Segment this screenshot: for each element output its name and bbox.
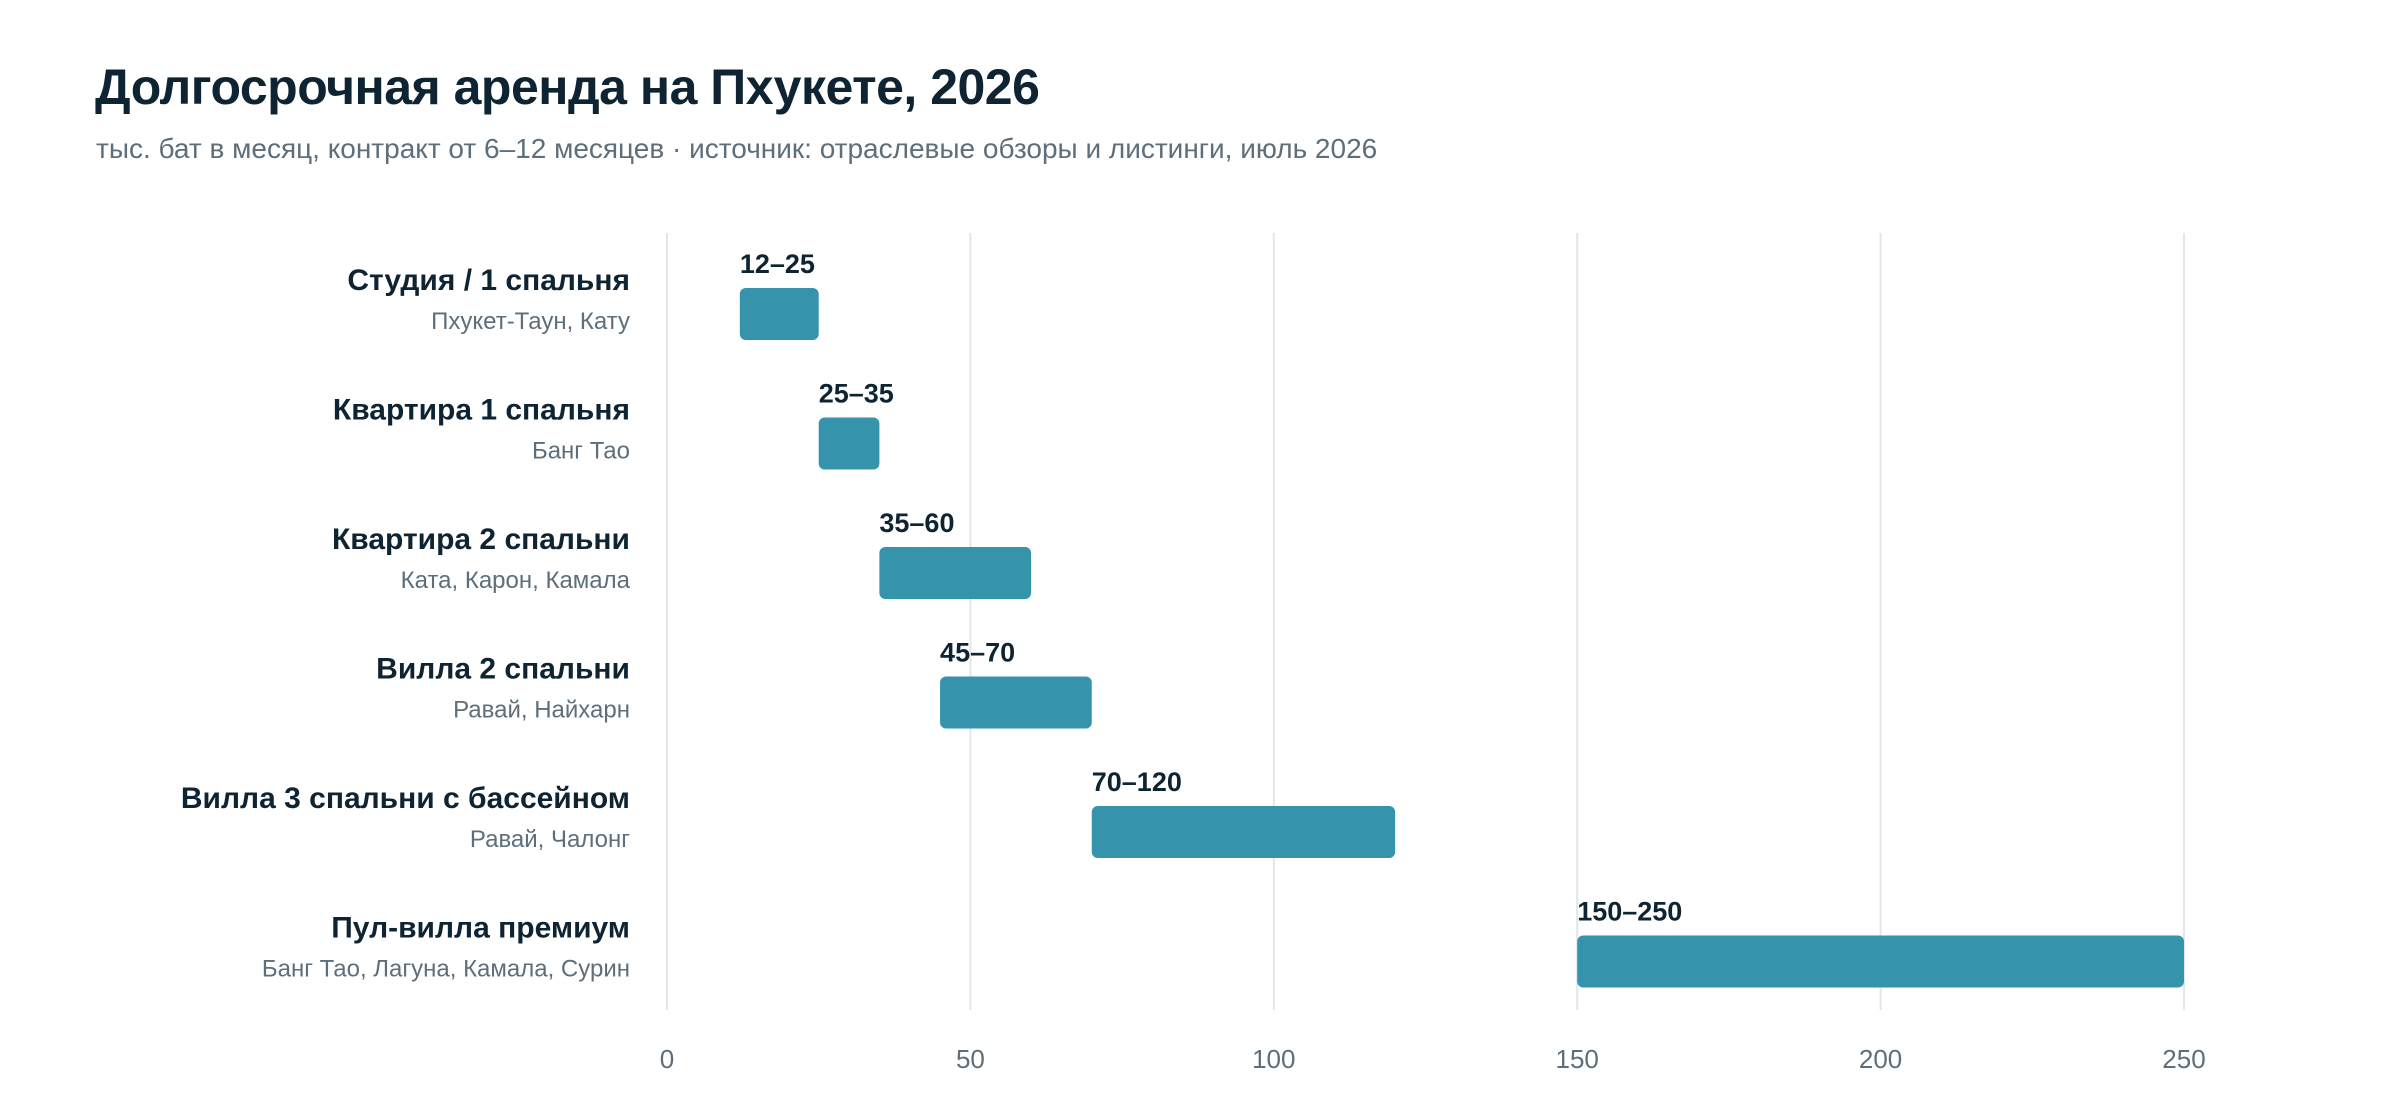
range-value-label: 45–70 <box>940 638 1015 668</box>
category-label: Квартира 2 спальни <box>332 523 630 556</box>
range-value-label: 150–250 <box>1577 897 1682 927</box>
range-bar <box>739 288 819 340</box>
category-label: Вилла 3 спальни с бассейном <box>181 782 630 815</box>
x-tick-label: 100 <box>1252 1044 1295 1074</box>
range-value-label: 70–120 <box>1092 767 1182 797</box>
category-label: Пул-вилла премиум <box>331 912 630 945</box>
x-tick-label: 50 <box>956 1044 985 1074</box>
range-bars: 12–25 25–35 35–60 45–70 70–120 150–250 <box>739 249 2184 988</box>
category-sublabel: Банг Тао, Лагуна, Камала, Сурин <box>262 956 630 983</box>
range-bar <box>940 676 1092 729</box>
category-sublabel: Банг Тао <box>532 438 630 465</box>
range-value-label: 12–25 <box>740 249 815 279</box>
x-tick-label: 250 <box>2162 1044 2205 1074</box>
range-bar <box>1091 806 1396 858</box>
x-tick-label: 200 <box>1859 1044 1902 1074</box>
category-label: Квартира 1 спальня <box>333 394 630 427</box>
category-labels: Студия / 1 спальня Пхукет-Таун, Кату Кварт… <box>181 264 631 983</box>
x-tick-label: 150 <box>1556 1044 1599 1074</box>
x-tick-label: 0 <box>660 1044 674 1074</box>
range-value-label: 35–60 <box>879 508 954 538</box>
category-sublabel: Равай, Найхарн <box>453 697 630 724</box>
chart-title: Долгосрочная аренда на Пхукете, 2026 <box>95 59 1040 115</box>
category-label: Вилла 2 спальни <box>376 653 630 686</box>
range-bar <box>818 417 880 470</box>
x-axis-ticks: 0 50 100 150 200 250 <box>660 1044 2206 1074</box>
range-value-label: 25–35 <box>819 379 894 409</box>
chart-subtitle: тыс. бат в месяц, контракт от 6–12 месяц… <box>96 133 1378 164</box>
grid-lines <box>666 233 2185 1010</box>
range-bar <box>879 547 1032 599</box>
category-sublabel: Пхукет-Таун, Кату <box>431 308 630 335</box>
range-bar <box>1577 935 2184 988</box>
category-sublabel: Ката, Карон, Камала <box>401 567 631 594</box>
category-sublabel: Равай, Чалонг <box>470 826 630 853</box>
category-label: Студия / 1 спальня <box>347 264 630 297</box>
